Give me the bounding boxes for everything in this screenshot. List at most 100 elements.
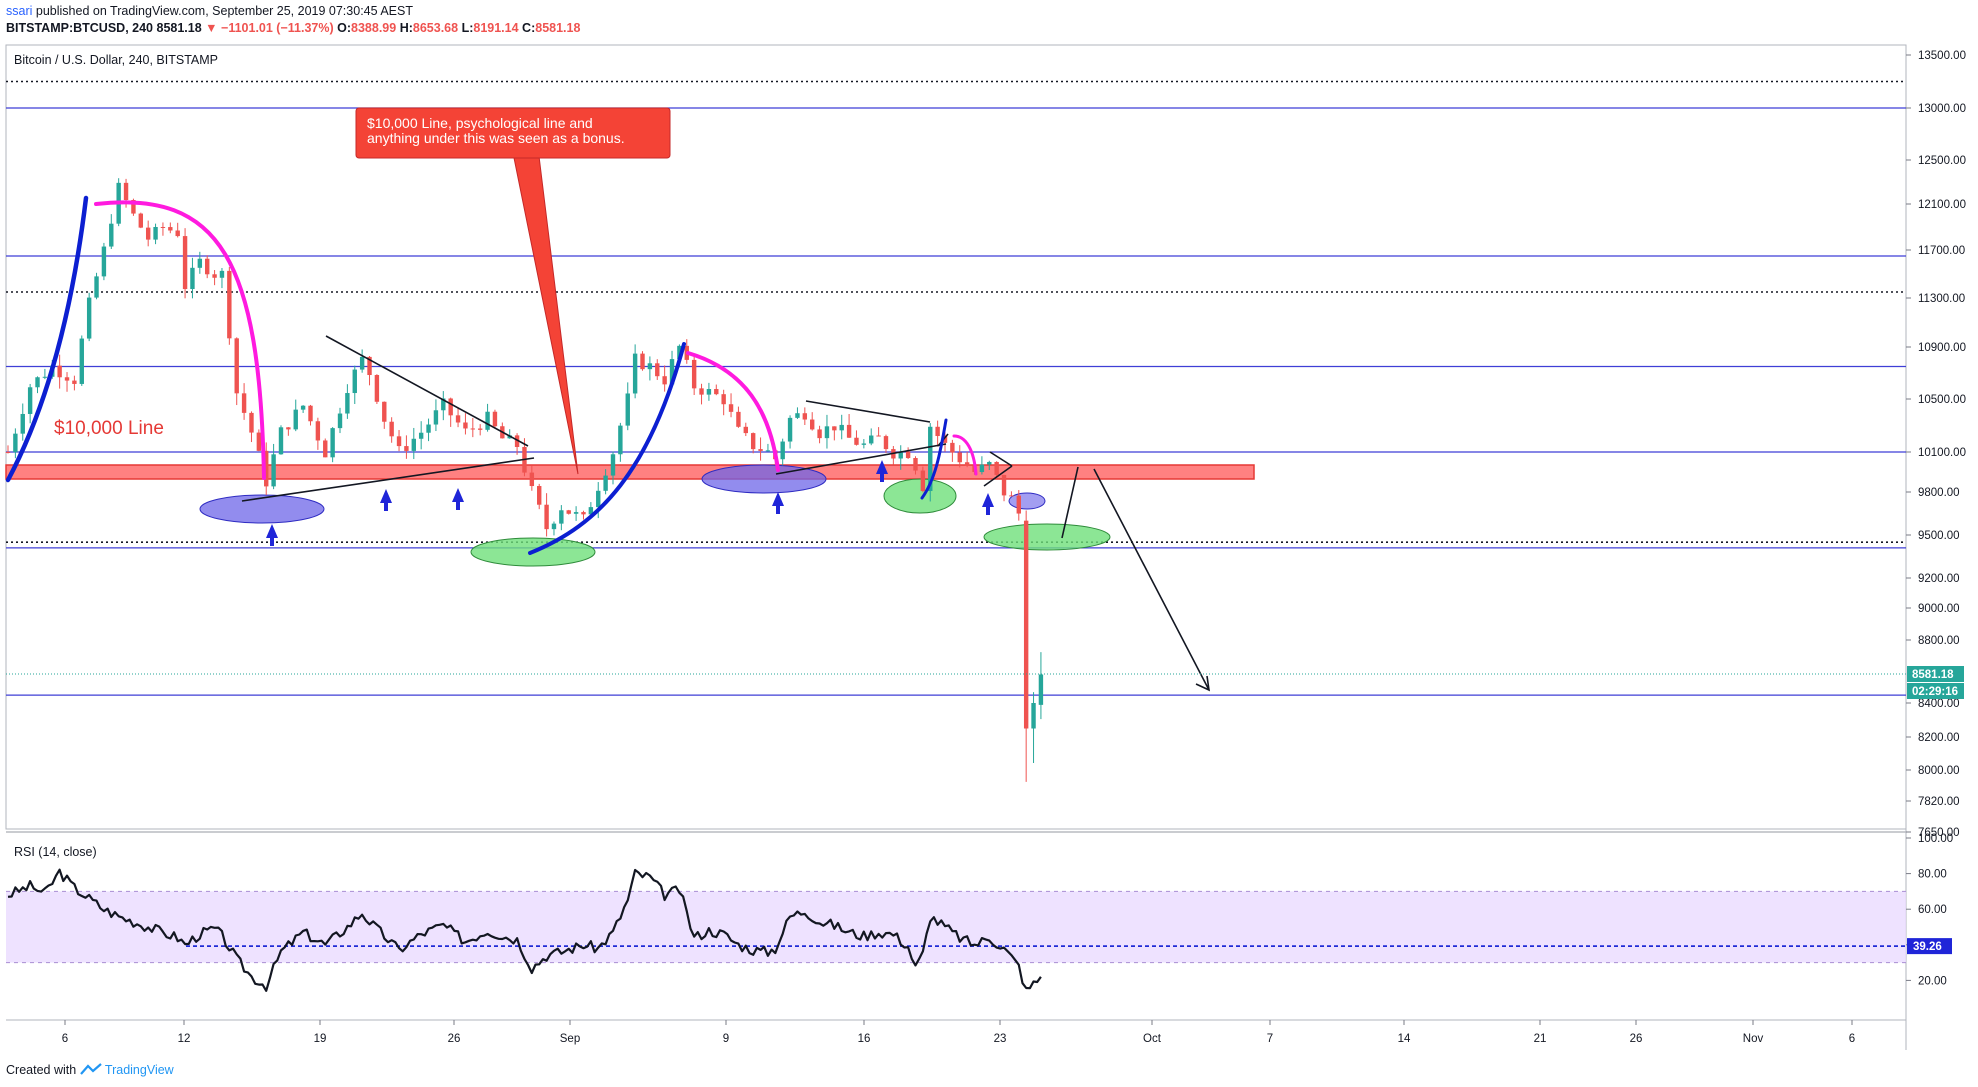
last-price-markers: 8581.18 02:29:16: [6, 666, 1964, 699]
candle-body: [625, 393, 630, 426]
candle-body: [293, 409, 298, 430]
candle-body: [544, 504, 549, 530]
price-tick-label: 12100.00: [1918, 199, 1966, 211]
open-label: O:: [337, 21, 352, 35]
candle-body: [603, 475, 608, 491]
main-pane-title: Bitcoin / U.S. Dollar, 240, BITSTAMP: [14, 53, 218, 67]
time-tick-label: Nov: [1743, 1033, 1764, 1045]
candle-body: [699, 388, 704, 395]
candle-body: [455, 415, 461, 423]
green-ellipse[interactable]: [983, 523, 1111, 551]
publisher-name[interactable]: ssari: [6, 4, 33, 18]
trend-line[interactable]: [241, 457, 535, 502]
trend-line[interactable]: [989, 451, 1013, 467]
last-price: 8581.18: [156, 21, 202, 35]
blue-ellipse[interactable]: [701, 464, 827, 494]
published-text: published on TradingView.com, September …: [35, 4, 413, 18]
price-axis-ticks: 13500.00 13000.00 12500.00 12100.00 11700.00…: [1906, 50, 1966, 839]
up-arrows: [266, 460, 994, 546]
candle-body: [1023, 520, 1029, 729]
candle-body: [492, 411, 498, 427]
magenta-arc[interactable]: [952, 434, 978, 476]
candle-body: [264, 450, 269, 487]
last-price-tag: [1907, 666, 1964, 682]
candle-body: [5, 452, 11, 453]
candle-body: [750, 433, 756, 450]
trend-line[interactable]: [983, 465, 1013, 487]
green-ellipse[interactable]: [883, 478, 957, 514]
trend-line[interactable]: [805, 400, 931, 423]
candle-body: [160, 226, 166, 228]
price-tick-label: 7820.00: [1918, 796, 1960, 808]
countdown-tag-text: 02:29:16: [1912, 686, 1958, 698]
candle-body: [212, 274, 217, 278]
callout-text-line-1: $10,000 Line, psychological line and: [367, 115, 593, 131]
magenta-arc[interactable]: [94, 200, 266, 480]
candle-body: [382, 401, 387, 422]
candle-body: [286, 427, 291, 430]
callout[interactable]: $10,000 Line, psychological line and any…: [355, 107, 671, 475]
price-tick-label: 7650.00: [1918, 827, 1960, 839]
blue-arc[interactable]: [920, 418, 948, 500]
candle-body: [433, 410, 439, 425]
time-tick-label: 21: [1534, 1033, 1547, 1045]
candle-body: [824, 426, 830, 439]
blue-ellipse[interactable]: [199, 494, 325, 524]
price-tick-label: 10500.00: [1918, 394, 1966, 406]
tradingview-brand-link[interactable]: TradingView: [104, 1063, 174, 1077]
up-arrow-icon: [982, 493, 994, 515]
candle-body: [35, 377, 40, 388]
candle-body: [647, 363, 653, 370]
candle-body: [1009, 495, 1014, 497]
trend-line[interactable]: [775, 443, 947, 475]
price-tick-label: 8000.00: [1918, 765, 1960, 777]
candle-body: [278, 427, 284, 455]
candle-body: [1001, 474, 1007, 496]
up-arrow-icon: [876, 460, 888, 482]
rsi-tick-label: 100.00: [1918, 833, 1953, 845]
magenta-arc[interactable]: [686, 351, 780, 472]
candle-body: [234, 338, 239, 394]
candle-body: [832, 426, 837, 431]
time-tick-label: 14: [1398, 1033, 1411, 1045]
price-tick-label: 9500.00: [1918, 530, 1960, 542]
price-tick-label: 11300.00: [1918, 293, 1965, 305]
projection-line[interactable]: [1061, 466, 1079, 539]
candle-body: [854, 437, 859, 445]
blue-arc[interactable]: [5, 195, 89, 483]
candle-body: [913, 458, 918, 471]
candle-body: [1016, 495, 1021, 514]
candle-body: [802, 413, 808, 420]
open-value: 8388.99: [351, 21, 397, 35]
projection-line[interactable]: [1093, 468, 1210, 691]
candle-body: [743, 426, 748, 434]
chart-canvas[interactable]: Bitcoin / U.S. Dollar, 240, BITSTAMP 135…: [0, 0, 1978, 1060]
candle-body: [610, 454, 616, 476]
candle-body: [573, 512, 579, 514]
candle-body: [1031, 703, 1036, 729]
candle-body: [197, 258, 203, 268]
candle-body: [138, 213, 144, 228]
candle-body: [765, 450, 771, 452]
blue-ellipse[interactable]: [1008, 492, 1046, 510]
candle-body: [928, 426, 933, 492]
candle-body: [898, 451, 903, 459]
trend-line[interactable]: [325, 335, 529, 447]
ellipse-markers: [199, 464, 1111, 567]
candle-body: [485, 411, 490, 430]
price-tick-label: 9000.00: [1918, 603, 1960, 615]
candle-body: [441, 398, 446, 411]
candle-body: [529, 472, 535, 487]
time-tick-label: 9: [723, 1033, 729, 1045]
candle-body: [27, 387, 33, 414]
tradingview-logo-icon: [79, 1063, 102, 1075]
candle-body: [810, 419, 815, 430]
candle-body: [706, 389, 712, 395]
blue-arc[interactable]: [528, 342, 686, 555]
candle-body: [20, 413, 25, 434]
time-tick-label: 23: [994, 1033, 1007, 1045]
rsi-series-line: [7, 868, 1042, 992]
candle-body: [389, 421, 394, 437]
time-tick-label: Sep: [560, 1033, 580, 1045]
price-tick-label: 10100.00: [1918, 447, 1966, 459]
